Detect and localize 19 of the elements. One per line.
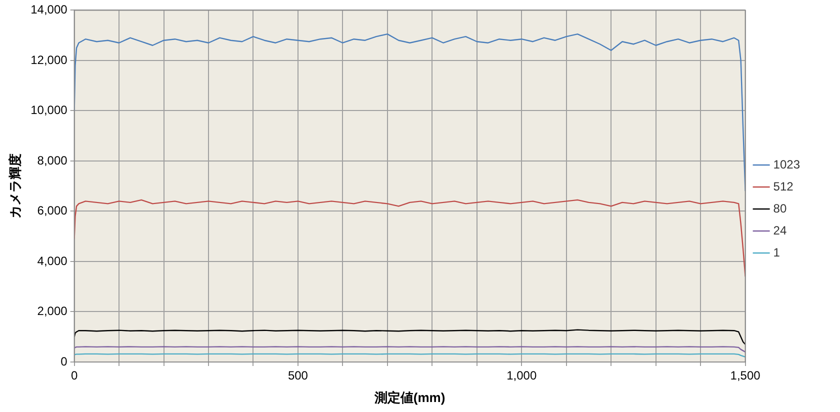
x-tick-label: 0 [70, 368, 78, 383]
legend-label: 512 [773, 179, 794, 194]
y-tick-label: 12,000 [30, 52, 68, 67]
y-tick-label: 0 [60, 354, 68, 368]
legend-label: 1023 [773, 157, 800, 172]
y-tick-label: 14,000 [30, 2, 68, 17]
y-tick-label: 6,000 [37, 204, 68, 218]
y-tick-label: 4,000 [37, 254, 68, 268]
legend-label: 1 [773, 245, 780, 260]
y-tick-label: 8,000 [37, 153, 68, 168]
x-axis-title: 測定値(mm) [373, 390, 446, 405]
x-tick-label: 1,000 [506, 368, 537, 383]
y-tick-label: 2,000 [37, 304, 68, 318]
legend-label: 24 [773, 223, 787, 238]
x-tick-label: 500 [288, 368, 308, 383]
x-tick-label: 1,500 [730, 368, 761, 383]
y-axis-title: カメラ輝度 [7, 154, 22, 219]
y-tick-label: 10,000 [30, 103, 68, 118]
legend-label: 80 [773, 201, 787, 216]
